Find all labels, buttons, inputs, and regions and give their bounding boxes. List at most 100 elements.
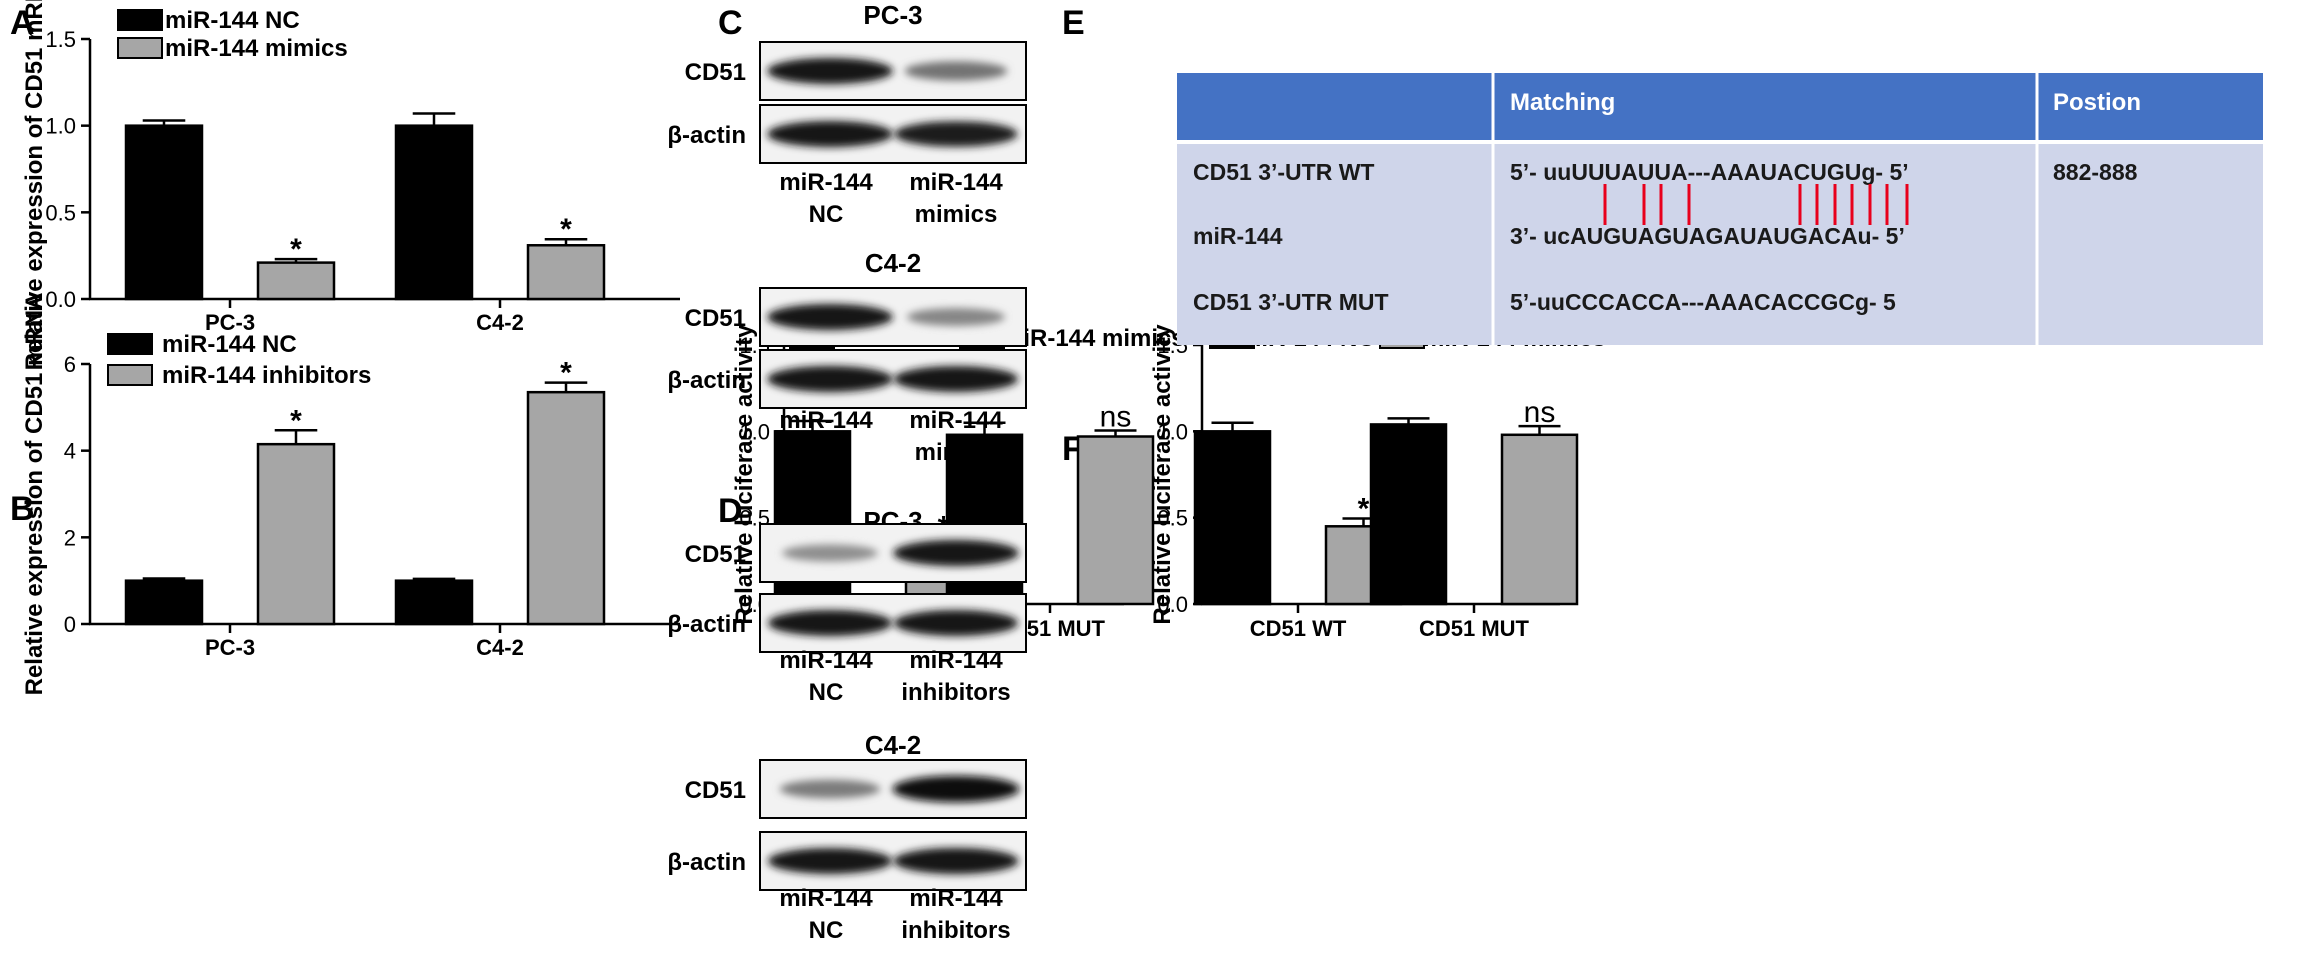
blot-row-label: β-actin <box>667 611 746 638</box>
significance-star: * <box>1358 493 1370 526</box>
sequence-table: Matching Postion CD51 3’-UTR WT 5’- uuUU… <box>1177 73 2263 345</box>
significance-star: * <box>560 213 572 246</box>
blot-lane-label: miR-144 <box>779 407 873 434</box>
blot-band <box>782 544 878 562</box>
panel-letter-d: D <box>718 492 743 530</box>
y-tick-label: 1.5 <box>45 27 76 52</box>
y-tick-label: 0.5 <box>1157 506 1188 531</box>
blot-row-label: CD51 <box>685 59 746 86</box>
table-header-bg <box>1177 73 2263 142</box>
bar <box>526 390 606 626</box>
blot-lane-label: miR-144 <box>779 885 873 912</box>
blot-band <box>767 57 893 85</box>
western-blots: PC-3CD51β-actinmiR-144NCmiR-144mimicsC4-… <box>667 0 1027 944</box>
legend-label: miR-144 mimics <box>1002 325 1185 352</box>
bar <box>1193 430 1272 606</box>
y-axis-label: Relative expression of CD51 mRNA <box>21 293 48 696</box>
bar <box>1076 435 1155 606</box>
significance-ns: ns <box>1524 396 1556 429</box>
legend-label: miR-144 mimics <box>165 35 348 62</box>
blot-row-label: CD51 <box>685 541 746 568</box>
bar <box>394 579 474 626</box>
blot-band <box>767 610 893 636</box>
blot-band <box>906 308 1006 326</box>
x-tick-label: CD51 WT <box>1250 616 1347 641</box>
y-tick-label: 0.0 <box>1157 592 1188 617</box>
y-tick-label: 0.0 <box>45 287 76 312</box>
table-row-wt-seq: 5’- uuUUUAUUA---AAAUACUGUg- 5’ <box>1510 159 1909 185</box>
blot-band <box>904 61 1008 81</box>
blot-lane-label: miR-144 <box>909 407 1003 434</box>
blot-lane-label: miR-144 <box>909 647 1003 674</box>
legend-swatch <box>107 364 153 386</box>
blot-lane-label: NC <box>809 917 844 944</box>
blot-lane-label: inhibitors <box>901 679 1010 706</box>
panel-letter-b: B <box>10 490 35 528</box>
y-axis-label: Relative expression of CD51 mRNA <box>21 0 48 370</box>
table-header-matching: Matching <box>1510 89 1615 116</box>
blot-d-pc3: PC-3CD51β-actinmiR-144NCmiR-144inhibitor… <box>667 506 1027 706</box>
y-tick-label: 4 <box>64 439 76 464</box>
bar <box>124 579 204 626</box>
significance-star: * <box>290 404 302 437</box>
blot-band <box>893 366 1019 392</box>
blot-band <box>767 303 893 331</box>
blot-d-c42: C4-2 CD51 β-actin miR-144 NC miR-144 inhibitor… <box>667 730 1027 944</box>
x-tick-label: PC-3 <box>205 310 255 335</box>
legend-swatch <box>117 37 163 59</box>
y-tick-label: 2 <box>64 525 76 550</box>
blot-band <box>893 847 1019 875</box>
blot-band <box>767 848 893 874</box>
blot-title: PC-3 <box>863 0 922 30</box>
legend-label: miR-144 NC <box>165 7 300 34</box>
bar <box>526 244 606 301</box>
y-tick-label: 1.0 <box>1157 419 1188 444</box>
y-tick-label: 0.5 <box>45 200 76 225</box>
significance-ns: ns <box>1100 400 1132 433</box>
bar <box>256 442 336 626</box>
blot-band <box>767 120 893 148</box>
blot-lane-label: NC <box>809 439 844 466</box>
blot-c-c42: C4-2 CD51 β-actin miR-144 NC miR-144 mimics <box>667 248 1027 466</box>
y-axis-label: Relative luciferase activity <box>1149 324 1176 625</box>
y-tick-label: 1.0 <box>45 114 76 139</box>
table-row-mut-seq: 5’-uuCCCACCA---AAACACCGCg- 5 <box>1510 289 1896 315</box>
table-row-mir-name: miR-144 <box>1193 223 1283 249</box>
table-row-mir-seq: 3’- ucAUGUAGUAGAUAUGACAu- 5’ <box>1510 223 1905 249</box>
x-tick-label: CD51 MUT <box>1419 616 1530 641</box>
legend-swatch <box>107 333 153 355</box>
blot-lane-label: NC <box>809 679 844 706</box>
x-tick-label: C4-2 <box>476 310 524 335</box>
blot-row-label: β-actin <box>667 122 746 149</box>
bar <box>256 261 336 301</box>
table-header-position: Postion <box>2053 89 2141 116</box>
blot-band <box>893 610 1019 636</box>
table-row-wt-pos: 882-888 <box>2053 159 2138 185</box>
legend-label: miR-144 NC <box>162 331 297 358</box>
blot-band <box>767 365 893 393</box>
blot-band <box>893 539 1019 567</box>
blot-row-label: CD51 <box>685 777 746 804</box>
blot-lane-label: miR-144 <box>909 885 1003 912</box>
blot-lane-label: miR-144 <box>909 169 1003 196</box>
table-row-mut-name: CD51 3’-UTR MUT <box>1193 289 1389 315</box>
y-tick-label: 0 <box>64 612 76 637</box>
base-pair-lines <box>1603 184 1909 225</box>
y-tick-label: 1.0 <box>739 419 770 444</box>
blot-band <box>892 775 1020 803</box>
x-tick-label: PC-3 <box>205 635 255 660</box>
panel-letter-e: E <box>1062 4 1085 42</box>
blot-c-pc3: PC-3 CD51 β-actin miR-144 NC miR-144 mimics <box>667 0 1027 228</box>
significance-star: * <box>560 357 572 390</box>
bar <box>1500 433 1579 606</box>
blot-band <box>779 779 881 799</box>
legend-swatch <box>117 9 163 31</box>
legend-label: miR-144 inhibitors <box>162 362 371 389</box>
panel-letter-a: A <box>10 4 35 42</box>
bar <box>394 124 474 301</box>
bar <box>1369 423 1448 606</box>
blot-row-label: CD51 <box>685 305 746 332</box>
blot-title: C4-2 <box>865 248 921 278</box>
